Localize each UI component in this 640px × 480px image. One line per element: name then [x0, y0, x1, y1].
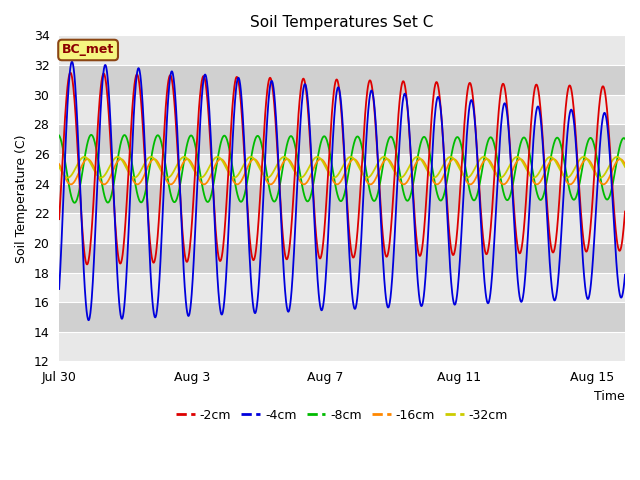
- Bar: [59, 302, 625, 332]
- Bar: [59, 213, 625, 243]
- Y-axis label: Soil Temperature (C): Soil Temperature (C): [15, 134, 28, 263]
- Bar: [59, 154, 625, 183]
- Bar: [59, 243, 625, 273]
- Bar: [59, 273, 625, 302]
- Bar: [59, 95, 625, 124]
- Bar: [59, 65, 625, 95]
- Bar: [59, 183, 625, 213]
- X-axis label: Time: Time: [595, 390, 625, 403]
- Title: Soil Temperatures Set C: Soil Temperatures Set C: [250, 15, 434, 30]
- Bar: [59, 36, 625, 65]
- Legend: -2cm, -4cm, -8cm, -16cm, -32cm: -2cm, -4cm, -8cm, -16cm, -32cm: [171, 404, 513, 427]
- Text: BC_met: BC_met: [62, 44, 114, 57]
- Bar: [59, 332, 625, 361]
- Bar: [59, 124, 625, 154]
